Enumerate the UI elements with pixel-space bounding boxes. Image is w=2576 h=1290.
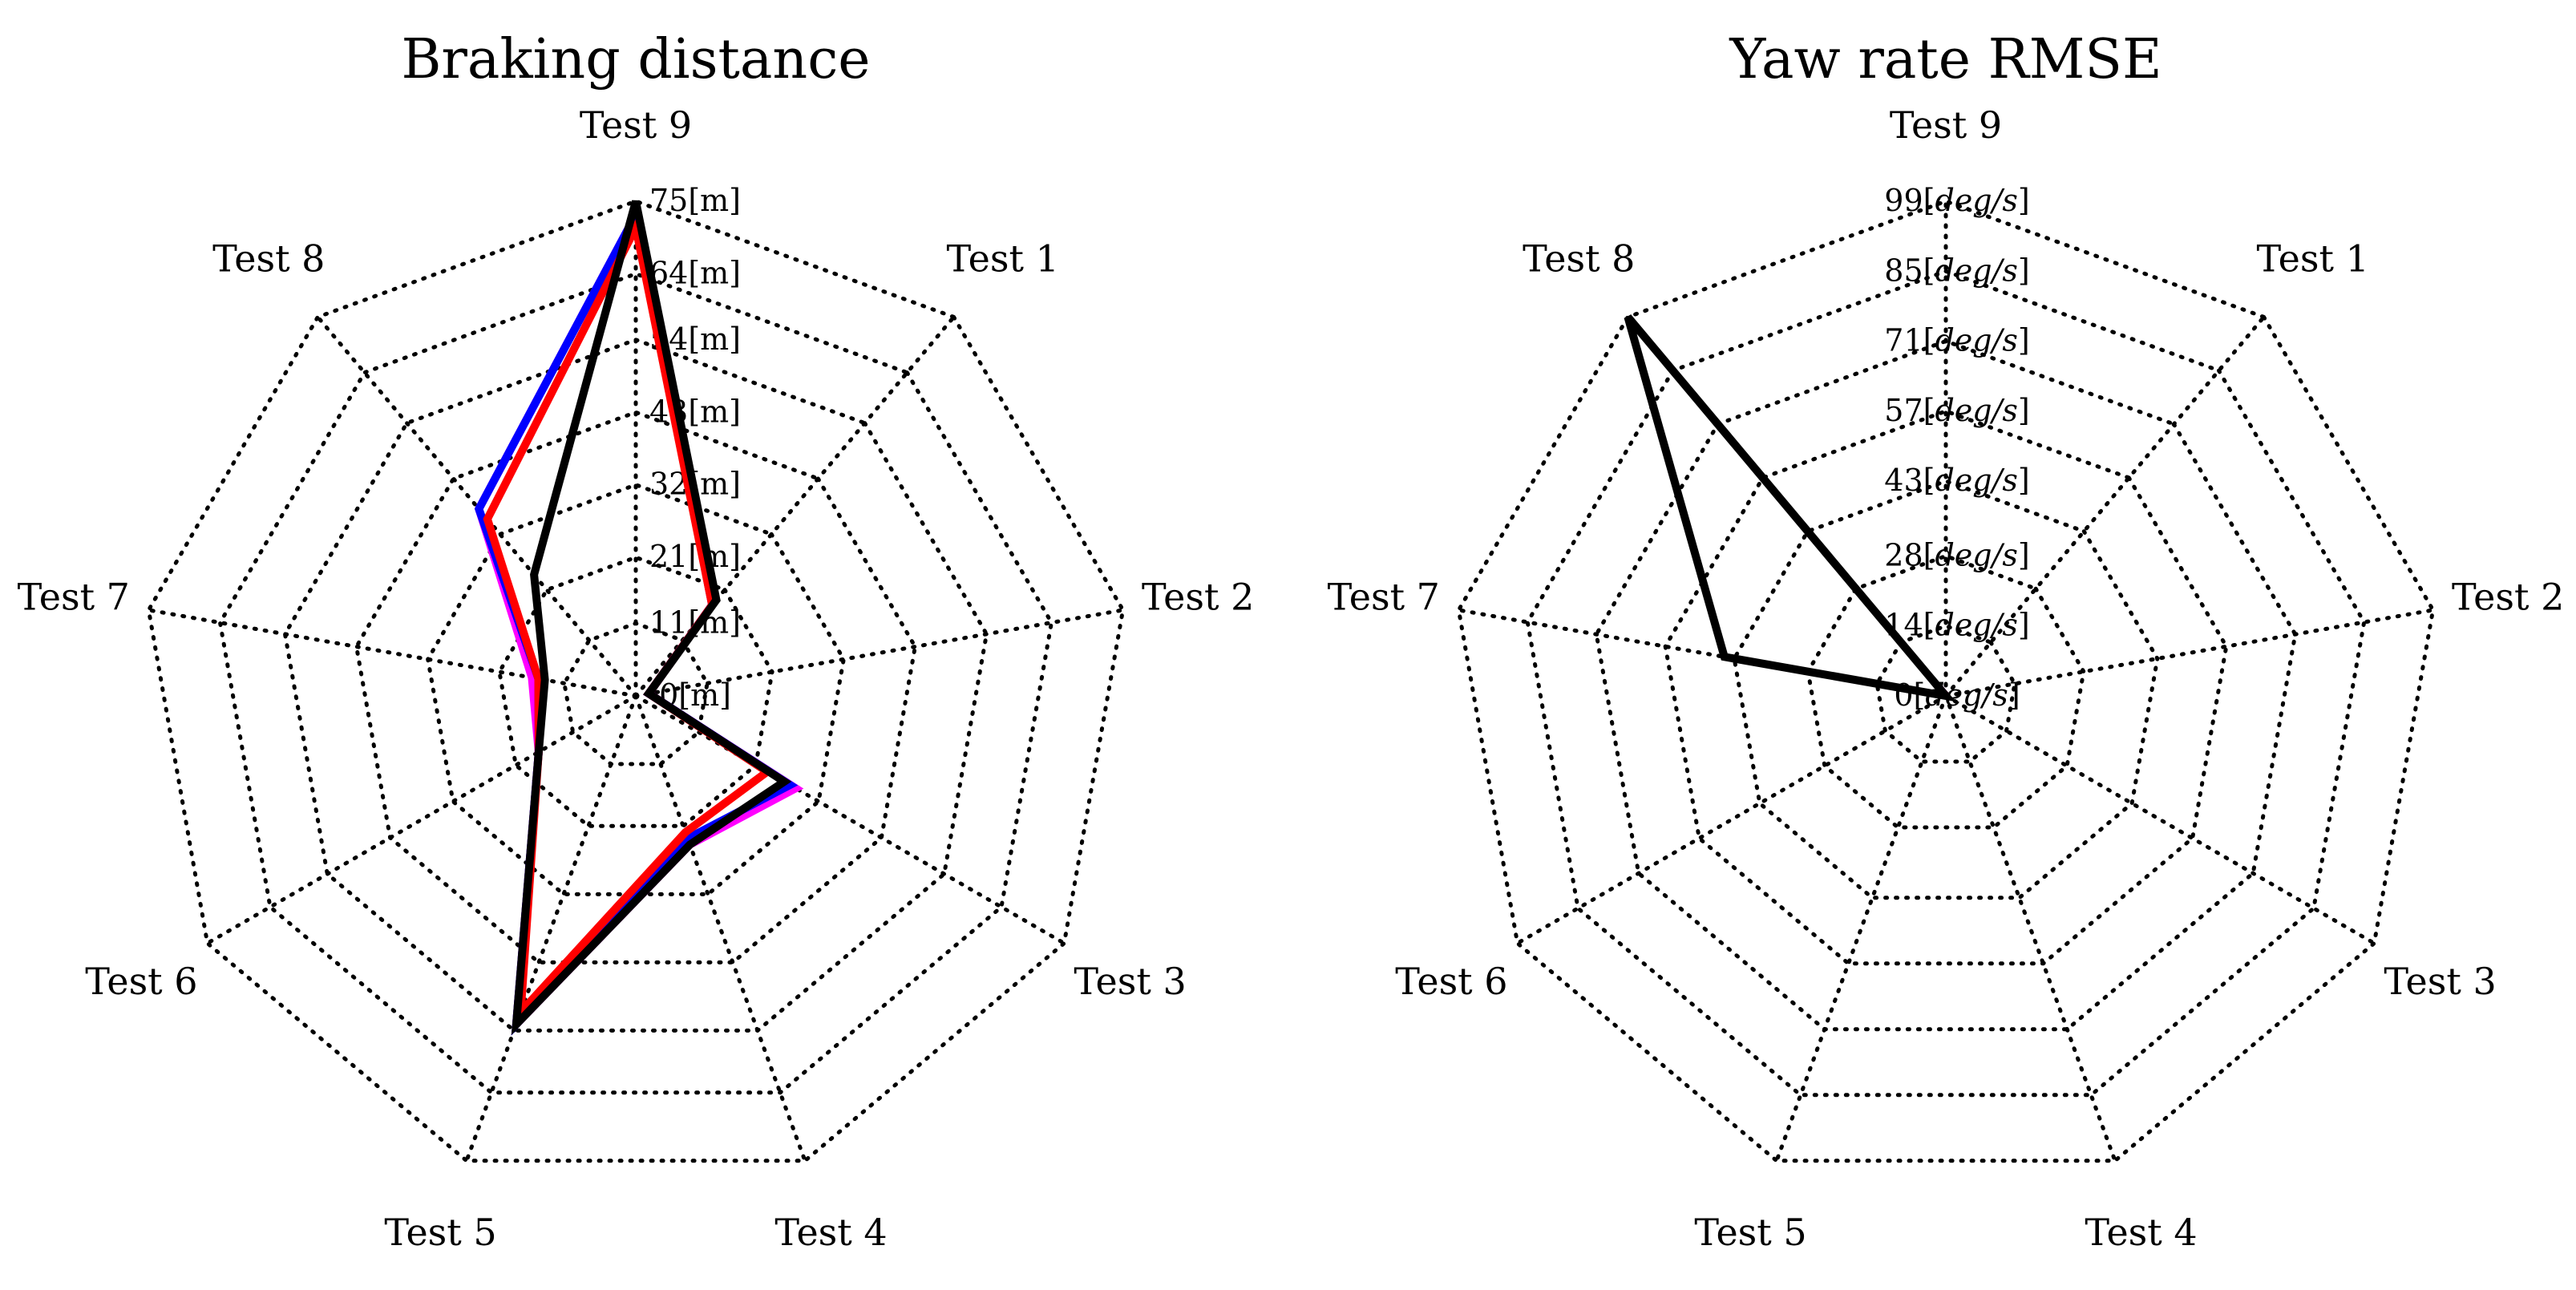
grid-spoke: [1943, 694, 2376, 945]
grid-ring: [1594, 338, 2298, 1032]
grid-spoke: [633, 694, 1066, 945]
ring-label: 75[m]: [649, 183, 741, 218]
axis-label-test-1: Test 1: [947, 237, 1059, 281]
axis-label-test-4: Test 4: [774, 1211, 887, 1254]
ring-label: 21[m]: [649, 539, 741, 574]
axis-label-test-1: Test 1: [2257, 237, 2369, 281]
axis-label-test-6: Test 6: [1395, 960, 1507, 1003]
grid-spoke: [1943, 608, 2436, 698]
axis-label-test-8: Test 8: [1523, 237, 1635, 281]
grid-spoke: [633, 608, 1126, 698]
ring-label: 85[deg/s]: [1884, 253, 2029, 288]
chart-title: Yaw rate RMSE: [1729, 28, 2161, 91]
grid-ring: [354, 410, 918, 964]
chart-title: Braking distance: [401, 28, 870, 91]
grid-ring: [1874, 624, 2017, 764]
axis-label-test-2: Test 2: [2452, 575, 2564, 618]
axis-label-test-3: Test 3: [2384, 960, 2496, 1003]
yaw-rate-rmse-radar: Yaw rate RMSE Test 1 Test 2 Test 3 Test 4 Tes…: [1328, 28, 2565, 1254]
axis-label-test-5: Test 5: [384, 1211, 496, 1254]
grid-ring: [1806, 553, 2086, 830]
axis-label-test-2: Test 2: [1142, 575, 1254, 618]
axis-label-test-3: Test 3: [1074, 960, 1186, 1003]
grid-spoke: [205, 694, 638, 945]
ring-label: 0[deg/s]: [1894, 677, 2020, 713]
axis-label-test-9: Test 9: [1890, 103, 2002, 147]
grid-ring: [1456, 199, 2436, 1163]
grid-ring: [146, 199, 1126, 1163]
series-series-4: [511, 200, 792, 1036]
grid-ring: [426, 483, 846, 896]
grid-ring: [562, 621, 710, 766]
axis-label-test-5: Test 5: [1694, 1211, 1806, 1254]
grid-ring: [1732, 479, 2160, 900]
grid-ring: [497, 555, 774, 828]
grid-ring: [1663, 409, 2229, 966]
axis-label-test-8: Test 8: [212, 237, 325, 281]
ring-label: 43[m]: [649, 394, 741, 429]
axis-label-test-6: Test 6: [85, 960, 197, 1003]
ring-label: 99[deg/s]: [1884, 183, 2029, 218]
grid-spoke: [1515, 694, 1948, 945]
axis-label-test-4: Test 4: [2085, 1211, 2197, 1254]
grid-ring: [282, 338, 989, 1033]
series-series-4: [1624, 314, 1956, 702]
grid-ring: [1525, 269, 2367, 1098]
grid-spoke: [633, 694, 807, 1163]
grid-spoke: [1943, 314, 2267, 698]
braking-distance-radar: Braking distance Test 1 Test 2 Test 3 Test 4…: [18, 28, 1255, 1254]
grid-spoke: [464, 694, 638, 1163]
ring-label: 71[deg/s]: [1884, 323, 2029, 358]
axis-label-test-9: Test 9: [580, 103, 692, 147]
ring-label: 64[m]: [649, 256, 741, 291]
ring-label: 57[deg/s]: [1884, 393, 2029, 428]
axis-label-test-7: Test 7: [1328, 575, 1440, 618]
ring-label: 14[deg/s]: [1884, 608, 2029, 643]
grid-spoke: [1774, 694, 1948, 1163]
grid-spoke: [146, 608, 638, 698]
grid-spoke: [315, 314, 638, 698]
ring-label: 43[deg/s]: [1884, 463, 2029, 498]
axis-label-test-7: Test 7: [18, 575, 130, 618]
grid-spoke: [1943, 694, 2117, 1163]
ring-label: 28[deg/s]: [1884, 538, 2029, 573]
